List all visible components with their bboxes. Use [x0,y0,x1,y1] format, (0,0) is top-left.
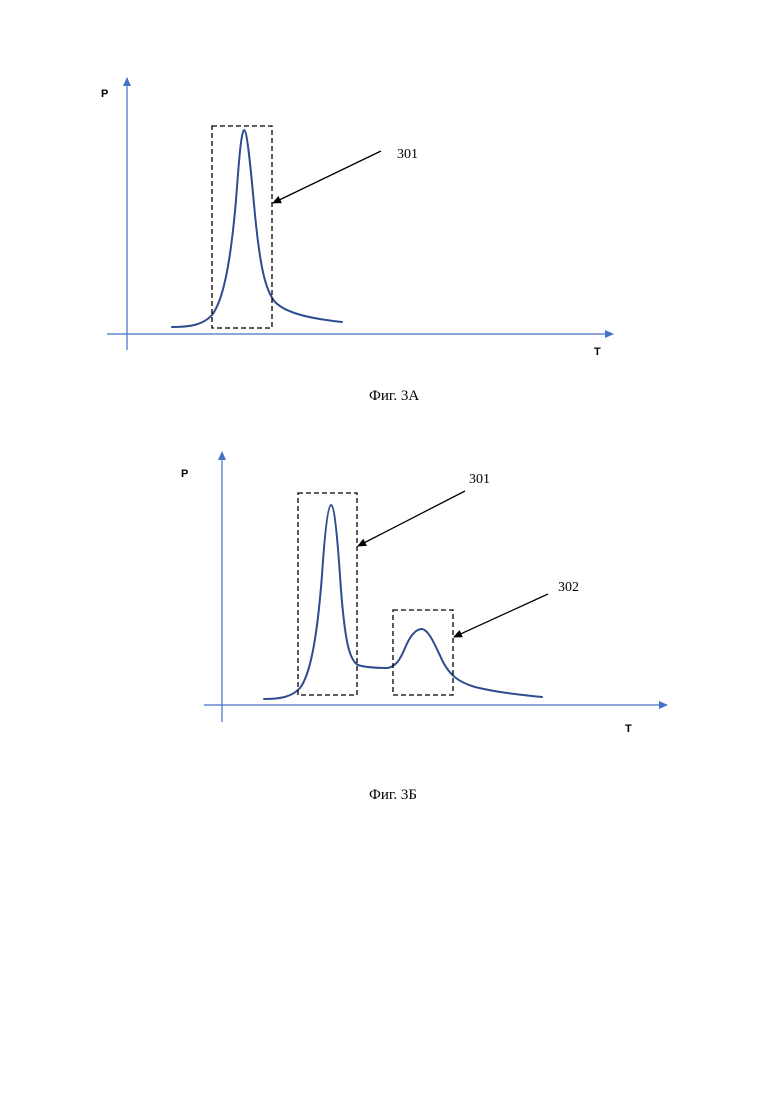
fig3b-signal-curve [264,505,542,699]
fig3b-caption: Фиг. 3Б [369,787,417,803]
fig3b-region-label-301: 301 [469,472,490,487]
fig3a-signal-curve [172,130,342,327]
fig3b-leader-arrow-301 [358,491,465,546]
figure-3b: P T 301 302 Фиг. 3Б [181,452,667,803]
fig3b-x-axis-label: T [625,723,632,735]
fig3a-region-label-301: 301 [397,147,418,162]
fig3b-region-label-302: 302 [558,580,579,595]
fig3b-y-axis-label: P [181,468,188,480]
figure-3a: P T 301 Фиг. 3А [101,78,613,404]
fig3a-x-axis-label: T [594,346,601,358]
fig3a-y-axis-label: P [101,88,108,100]
fig3b-region-box-301 [298,493,357,695]
fig3b-leader-arrow-302 [454,594,548,637]
fig3a-caption: Фиг. 3А [369,388,419,404]
fig3a-leader-arrow-301 [273,151,381,203]
